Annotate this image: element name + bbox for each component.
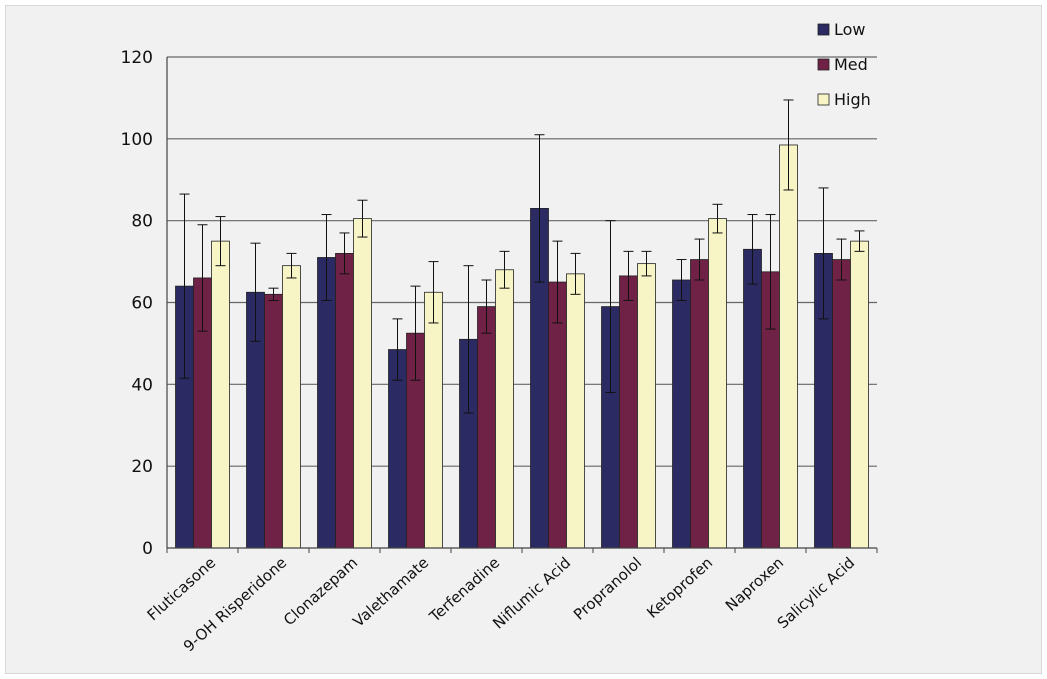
x-tick-label-0: Fluticasone bbox=[144, 554, 220, 625]
bar-high-5 bbox=[566, 273, 585, 549]
x-tick-label-5: Niflumic Acid bbox=[489, 554, 574, 633]
bar-low-7 bbox=[672, 279, 691, 549]
x-tick-label-3: Valethamate bbox=[349, 554, 432, 631]
legend-swatch-low bbox=[817, 23, 830, 36]
y-tick-label-0: 0 bbox=[142, 539, 153, 559]
y-tick-label-60: 60 bbox=[131, 294, 153, 314]
y-tick-label-20: 20 bbox=[131, 457, 153, 477]
x-tick-label-4: Terfenadine bbox=[425, 554, 503, 627]
bar-high-0 bbox=[211, 240, 230, 549]
legend-swatch-high bbox=[817, 93, 830, 106]
bar-high-1 bbox=[282, 265, 301, 549]
bar-med-6 bbox=[619, 275, 638, 549]
legend-swatch-med bbox=[817, 58, 830, 71]
y-tick-label-40: 40 bbox=[131, 375, 153, 395]
bar-med-1 bbox=[264, 293, 283, 549]
x-tick-label-7: Ketoprofen bbox=[643, 554, 716, 622]
bar-high-4 bbox=[495, 269, 514, 549]
bar-med-7 bbox=[690, 259, 709, 549]
x-tick-label-6: Propranolol bbox=[570, 554, 645, 624]
bar-high-9 bbox=[850, 240, 869, 549]
bar-low-2 bbox=[317, 257, 336, 549]
x-tick-label-9: Salicylic Acid bbox=[774, 554, 858, 633]
bar-med-4 bbox=[477, 306, 496, 549]
bar-high-8 bbox=[779, 144, 798, 549]
legend-label-low: Low bbox=[834, 20, 866, 39]
y-tick-label-100: 100 bbox=[121, 130, 153, 150]
bar-med-2 bbox=[335, 252, 354, 549]
y-tick-label-80: 80 bbox=[131, 212, 153, 232]
bar-high-7 bbox=[708, 218, 727, 549]
bar-high-3 bbox=[424, 291, 443, 549]
bar-high-2 bbox=[353, 218, 372, 549]
legend-label-high: High bbox=[834, 90, 871, 109]
x-tick-label-8: Naproxen bbox=[722, 554, 787, 615]
legend-label-med: Med bbox=[834, 55, 868, 74]
y-tick-label-120: 120 bbox=[121, 48, 153, 68]
bar-high-6 bbox=[637, 263, 656, 549]
bar-med-9 bbox=[832, 259, 851, 549]
bar-low-8 bbox=[743, 248, 762, 549]
